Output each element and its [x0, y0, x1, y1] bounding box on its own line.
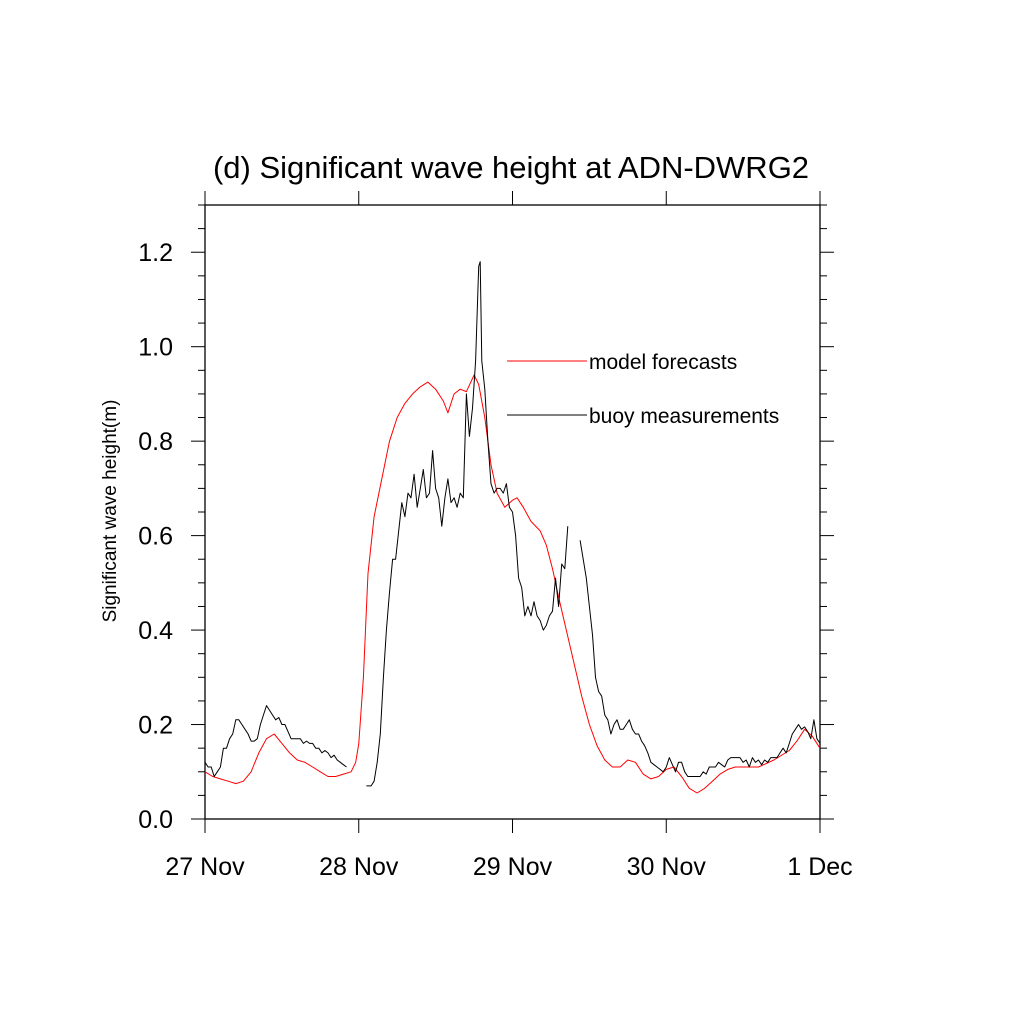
y-axis-label: Significant wave height(m): [100, 400, 121, 623]
series-line-model-forecasts-0: [204, 374, 821, 794]
y-tick-label: 1.0: [138, 334, 173, 362]
chart-title: (d) Significant wave height at ADN-DWRG2: [213, 150, 809, 185]
x-tick-label: 27 Nov: [165, 853, 245, 881]
y-tick-label: 0.6: [138, 523, 173, 551]
axis-ticks: 0.0 0.2 0.4 0.6 0.8 1.0 1.2 27 Nov 28 Nov 29 Nov 3…: [138, 191, 853, 881]
series-line-buoy-measurements-2: [579, 540, 821, 777]
legend-label-model: model forecasts: [589, 351, 737, 374]
y-tick-label: 0.0: [138, 806, 173, 834]
y-tick-label: 0.8: [138, 428, 173, 456]
x-tick-label: 29 Nov: [473, 853, 553, 881]
x-tick-label: 28 Nov: [319, 853, 399, 881]
y-tick-label: 0.4: [138, 617, 173, 645]
series-line-buoy-measurements-1: [366, 261, 569, 787]
legend-label-buoy: buoy measurements: [589, 405, 779, 428]
legend: model forecasts buoy measurements: [507, 351, 779, 428]
y-tick-label: 0.2: [138, 712, 173, 740]
y-tick-label: 1.2: [138, 239, 173, 267]
series-line-buoy-measurements-0: [204, 705, 347, 777]
x-tick-label: 30 Nov: [627, 853, 707, 881]
series-layer: [204, 261, 821, 794]
x-tick-label: 1 Dec: [787, 853, 852, 881]
